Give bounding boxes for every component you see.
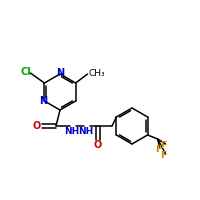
Text: O: O: [94, 140, 102, 150]
Text: NH: NH: [78, 127, 94, 136]
Text: N: N: [56, 68, 64, 78]
Text: N: N: [39, 96, 47, 106]
Text: CH₃: CH₃: [88, 68, 105, 77]
Text: O: O: [33, 121, 41, 131]
Text: F: F: [161, 140, 167, 150]
Text: Cl: Cl: [20, 67, 31, 77]
Text: NH: NH: [64, 127, 80, 136]
Text: F: F: [161, 150, 167, 160]
Text: F: F: [156, 144, 162, 154]
